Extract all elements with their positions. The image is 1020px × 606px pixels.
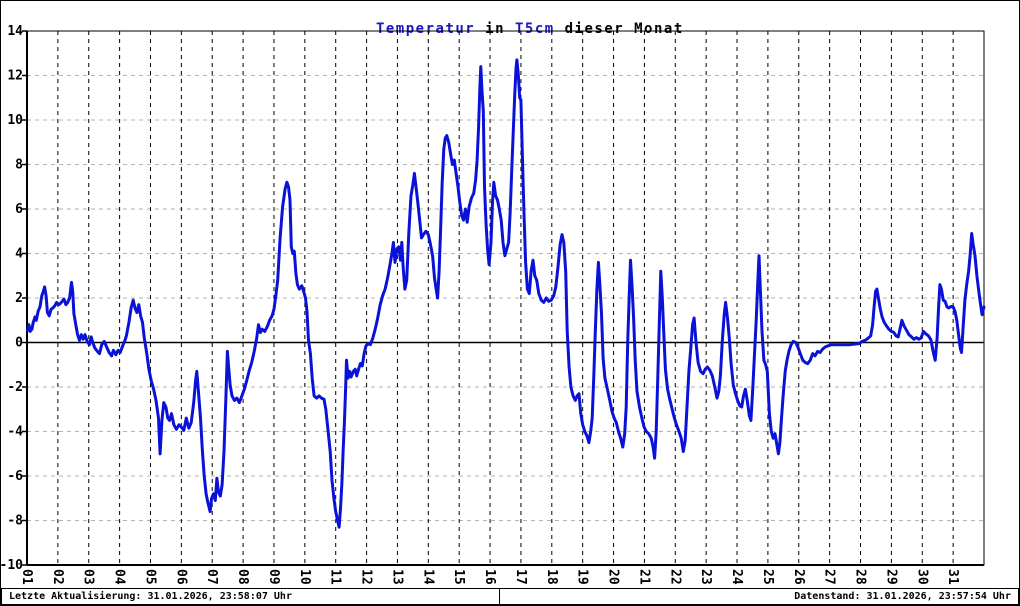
chart-title-part-1: Temperatur <box>375 21 476 37</box>
x-tick-label: 29 <box>883 569 898 585</box>
y-tick-label: -10 <box>1 558 23 573</box>
x-tick-label: 07 <box>204 569 219 585</box>
x-tick-label: 24 <box>729 569 744 585</box>
x-tick-label: 09 <box>266 569 281 585</box>
plot-border <box>26 30 985 566</box>
y-tick-label: 4 <box>15 247 23 262</box>
y-tick-label: 10 <box>7 113 23 128</box>
x-tick-label: 23 <box>698 569 713 585</box>
x-tick-label: 31 <box>945 569 960 585</box>
data-timestamp-status: Datenstand: 31.01.2026, 23:57:54 Uhr <box>499 588 1019 605</box>
x-tick-label: 10 <box>297 569 312 585</box>
temperature-line <box>26 58 986 529</box>
x-tick-label: 12 <box>359 569 374 585</box>
x-tick-label: 04 <box>112 569 127 585</box>
x-tick-label: 22 <box>667 569 682 585</box>
y-tick-label: 8 <box>15 158 23 173</box>
y-tick-label: 14 <box>7 24 23 39</box>
x-tick-label: 16 <box>482 569 497 585</box>
x-tick-label: 05 <box>142 569 157 585</box>
y-tick-label: 12 <box>7 69 23 84</box>
chart-title-part-4: dieser Monat <box>554 21 684 37</box>
y-tick-label: -6 <box>7 469 23 484</box>
x-tick-label: 15 <box>451 569 466 585</box>
x-tick-label: 02 <box>50 569 65 585</box>
chart-title-part-3: T5cm <box>514 21 555 37</box>
y-tick-label: 2 <box>15 291 23 306</box>
chart-title: Temperatur in T5cm dieser Monat <box>1 5 1019 37</box>
x-tick-label: 08 <box>235 569 250 585</box>
x-tick-label: 25 <box>760 569 775 585</box>
x-tick-label: 17 <box>513 569 528 585</box>
x-tick-label: 01 <box>19 569 34 585</box>
x-tick-label: 13 <box>389 569 404 585</box>
x-tick-label: 30 <box>914 569 929 585</box>
x-tick-label: 21 <box>636 569 651 585</box>
y-tick-label: -2 <box>7 380 23 395</box>
y-tick-label: -4 <box>7 425 23 440</box>
x-tick-label: 14 <box>420 569 435 585</box>
status-bar: Letzte Aktualisierung: 31.01.2026, 23:58… <box>1 588 1019 605</box>
y-tick-label: 6 <box>15 202 23 217</box>
x-tick-label: 19 <box>575 569 590 585</box>
x-tick-label: 28 <box>853 569 868 585</box>
x-tick-label: 06 <box>173 569 188 585</box>
y-tick-label: -8 <box>7 514 23 529</box>
x-tick-label: 03 <box>81 569 96 585</box>
y-tick-label: 0 <box>15 336 23 351</box>
x-tick-label: 18 <box>544 569 559 585</box>
x-tick-label: 20 <box>606 569 621 585</box>
last-update-status: Letzte Aktualisierung: 31.01.2026, 23:58… <box>1 588 500 605</box>
x-tick-label: 27 <box>822 569 837 585</box>
x-tick-label: 11 <box>328 569 343 585</box>
x-tick-label: 26 <box>791 569 806 585</box>
